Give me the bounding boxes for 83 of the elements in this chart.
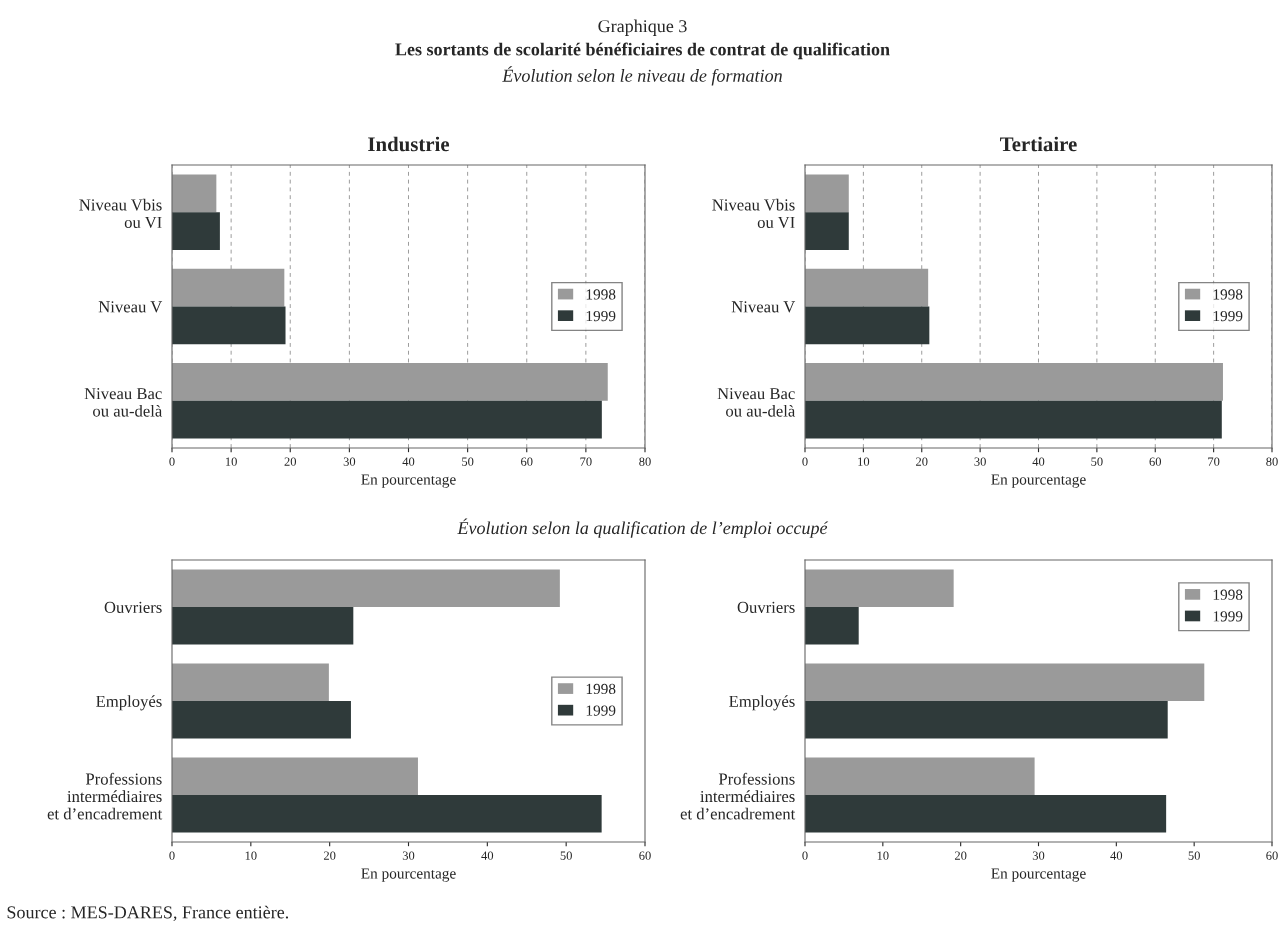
- x-tick-label: 30: [1032, 851, 1045, 860]
- x-tick-label: 10: [877, 851, 889, 860]
- x-tick-label: 60: [639, 851, 651, 860]
- x-tick-label: 50: [462, 457, 474, 466]
- y-tick-label: Niveau V: [98, 301, 163, 313]
- bar: [805, 174, 849, 213]
- y-tick-label: Niveau Vbis ou VI: [712, 198, 795, 229]
- x-tick-label: 20: [284, 457, 297, 466]
- x-axis-title: En pourcentage: [991, 474, 1086, 488]
- x-tick-label: 0: [169, 851, 175, 860]
- x-tick-label: 80: [1266, 457, 1278, 466]
- y-tick-label: Employés: [729, 695, 795, 711]
- x-tick-label: 20: [916, 457, 928, 466]
- x-tick-label: 10: [245, 851, 257, 860]
- x-tick-label: 30: [343, 457, 356, 466]
- x-tick-label: 0: [169, 457, 175, 466]
- bar: [172, 569, 560, 607]
- x-axis-title: En pourcentage: [361, 868, 456, 882]
- chart-title: Tertiaire: [1000, 136, 1077, 152]
- x-tick-label: 50: [1188, 851, 1200, 860]
- x-tick-label: 70: [580, 457, 592, 466]
- x-tick-label: 30: [402, 851, 415, 860]
- x-axis-title: En pourcentage: [991, 868, 1086, 882]
- legend-label: 1999: [1213, 310, 1243, 322]
- x-tick-label: 20: [954, 851, 967, 860]
- x-tick-label: 10: [858, 457, 870, 466]
- source-note: Source : MES-DARES, France entière.: [7, 905, 289, 922]
- x-tick-label: 80: [639, 457, 651, 466]
- x-tick-label: 40: [481, 851, 494, 860]
- bar: [805, 663, 1205, 701]
- bar: [172, 400, 602, 439]
- x-tick-label: 40: [402, 457, 415, 466]
- text: Évolution selon la qualification de l’emploi occupé: [457, 518, 829, 538]
- x-axis-title: En pourcentage: [361, 474, 456, 488]
- bar: [805, 400, 1222, 439]
- legend-label: 1999: [586, 705, 616, 716]
- x-tick-label: 60: [1149, 457, 1162, 466]
- bar: [805, 569, 954, 607]
- legend-label: 1999: [1213, 611, 1243, 622]
- legend-label: 1998: [1213, 289, 1243, 300]
- bar: [172, 757, 418, 795]
- x-tick-label: 30: [974, 457, 986, 466]
- bar: [172, 701, 351, 739]
- x-tick-label: 0: [802, 457, 808, 466]
- bar: [172, 174, 217, 213]
- y-tick-label: Niveau Vbis ou VI: [79, 198, 162, 229]
- bar: [805, 306, 930, 345]
- y-tick-label: Ouvriers: [737, 601, 795, 613]
- y-tick-label: Niveau Bac ou au-delà: [717, 388, 796, 417]
- bar: [805, 795, 1167, 833]
- x-tick-label: 0: [802, 851, 808, 860]
- text: Les sortants de scolarité bénéficiaires de contrat de qualification: [395, 42, 890, 60]
- text: Évolution selon le niveau de formation: [502, 66, 782, 86]
- y-tick-label: Employés: [96, 695, 162, 711]
- legend-label: 1998: [1213, 589, 1243, 600]
- bar: [805, 607, 859, 645]
- y-tick-label: Ouvriers: [104, 601, 162, 613]
- x-tick-label: 10: [225, 457, 237, 466]
- x-tick-label: 60: [1266, 851, 1278, 860]
- legend-label: 1999: [586, 310, 616, 322]
- bar: [805, 701, 1168, 739]
- bar: [805, 212, 849, 250]
- legend-label: 1998: [586, 289, 616, 300]
- bar: [172, 306, 286, 345]
- bar: [172, 212, 220, 250]
- x-tick-label: 60: [521, 457, 533, 466]
- x-tick-label: 50: [1091, 457, 1103, 466]
- bar: [172, 663, 329, 701]
- y-tick-label: Professions intermédiaires et d’encadrement: [680, 772, 796, 820]
- bar: [172, 607, 354, 645]
- chart-title: Industrie: [368, 136, 450, 152]
- x-tick-label: 70: [1208, 457, 1220, 466]
- x-tick-label: 40: [1032, 457, 1045, 466]
- x-tick-label: 20: [323, 851, 336, 860]
- bar: [172, 795, 602, 833]
- x-tick-label: 40: [1110, 851, 1123, 860]
- bar: [805, 757, 1035, 795]
- text: Graphique 3: [598, 19, 687, 36]
- y-tick-label: Niveau Bac ou au-delà: [84, 388, 163, 417]
- x-tick-label: 50: [560, 851, 572, 860]
- y-tick-label: Niveau V: [731, 301, 796, 313]
- y-tick-label: Professions intermédiaires et d’encadrement: [47, 772, 163, 820]
- legend-label: 1998: [586, 683, 616, 695]
